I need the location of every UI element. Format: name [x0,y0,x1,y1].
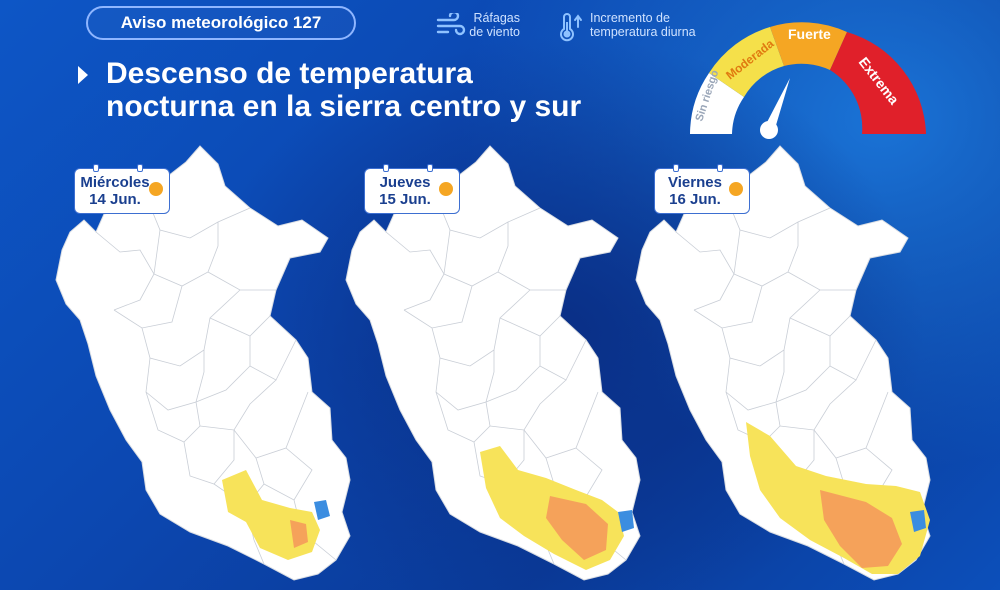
status-dot [729,182,743,196]
day-date: 16 Jun. [669,191,721,208]
peru-map [345,145,641,581]
temperature-increase-legend: Incremento de temperatura diurna [556,11,716,42]
day-name: Viernes [668,174,722,191]
temp-legend-line2: temperatura diurna [590,25,696,39]
calendar-ring-icon [137,164,143,172]
date-card: Jueves 15 Jun. [364,164,460,214]
map-panel-wednesday: Miércoles 14 Jun. [50,140,360,590]
gauge-segment-moderada [709,27,784,97]
calendar-ring-icon [717,164,723,172]
calendar-ring-icon [93,164,99,172]
alert-number-label: Aviso meteorológico 127 [120,13,322,32]
strong-risk-zone [546,496,608,560]
gauge-label-fuerte: Fuerte [788,26,831,42]
gauge-segment-extrema [830,32,926,134]
wind-icon [436,13,466,36]
lake-titicaca [618,510,634,532]
date-card: Miércoles 14 Jun. [74,164,170,214]
wind-gusts-legend: Ráfagas de viento [436,11,562,41]
gauge-needle [760,78,790,139]
date-card: Viernes 16 Jun. [654,164,750,214]
peru-outline [55,145,351,581]
headline-line2: nocturna en la sierra centro y sur [106,90,582,123]
lake-titicaca [314,500,330,520]
strong-risk-zone [290,520,308,548]
day-date: 14 Jun. [89,191,141,208]
strong-risk-zone [820,490,902,568]
alert-number-badge: Aviso meteorológico 127 [86,6,356,40]
status-dot [439,182,453,196]
lake-titicaca [910,510,926,532]
map-panel-thursday: Jueves 15 Jun. [340,140,650,590]
chevron-right-icon [78,66,88,84]
wind-legend-line2: de viento [469,25,520,39]
peru-map [635,145,931,581]
gauge-segment-fuerte [770,22,847,70]
temp-legend-line1: Incremento de [590,11,670,25]
peru-outline [345,145,641,581]
day-name: Jueves [379,174,431,191]
risk-level-gauge: Sin riesgo Moderada Fuerte Extrema [690,22,926,139]
region-borders [95,195,337,565]
calendar-ring-icon [383,164,389,172]
day-date: 15 Jun. [379,191,431,208]
gauge-segments [690,22,926,134]
calendar-ring-icon [673,164,679,172]
headline-line1: Descenso de temperatura [106,57,473,90]
peru-map [55,145,351,581]
map-panel-friday: Viernes 16 Jun. [630,140,940,590]
wind-legend-line1: Ráfagas [473,11,520,25]
day-name: Miércoles [80,174,150,191]
calendar-ring-icon [427,164,433,172]
peru-outline [635,145,931,581]
thermometer-icon [560,13,582,42]
status-dot [149,182,163,196]
gauge-segment-sin-riesgo [690,73,744,134]
